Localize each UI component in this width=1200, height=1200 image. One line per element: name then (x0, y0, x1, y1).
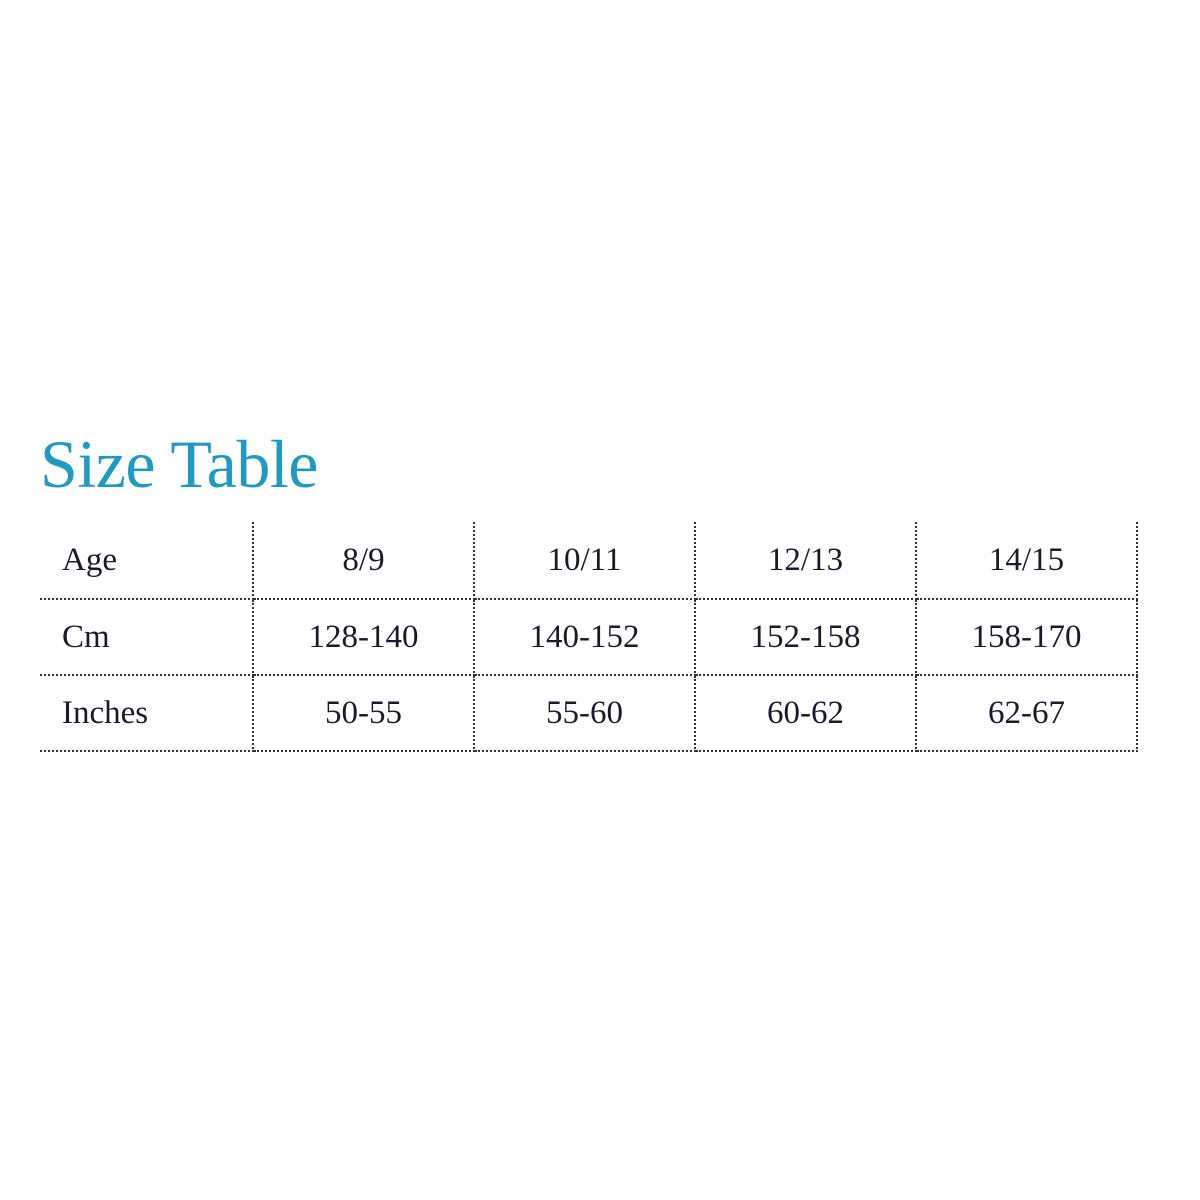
row-label: Inches (40, 675, 254, 752)
table-cell: 10/11 (474, 522, 696, 600)
table-cell: 8/9 (253, 522, 475, 600)
table-cell: 12/13 (695, 522, 917, 600)
table-cell: 50-55 (253, 675, 475, 752)
table-cell: 62-67 (916, 675, 1138, 752)
size-table: Age 8/9 10/11 12/13 14/15 Cm 128-140 140… (40, 522, 1138, 752)
row-label: Age (40, 522, 254, 600)
table-cell: 14/15 (916, 522, 1138, 600)
table-cell: 60-62 (695, 675, 917, 752)
table-cell: 140-152 (474, 599, 696, 676)
table-cell: 152-158 (695, 599, 917, 676)
row-label: Cm (40, 599, 254, 676)
table-row-age: Age 8/9 10/11 12/13 14/15 (40, 522, 1138, 600)
table-row-inches: Inches 50-55 55-60 60-62 62-67 (40, 675, 1138, 752)
page-title: Size Table (40, 426, 318, 502)
table-cell: 128-140 (253, 599, 475, 676)
table-cell: 55-60 (474, 675, 696, 752)
table-cell: 158-170 (916, 599, 1138, 676)
table-row-cm: Cm 128-140 140-152 152-158 158-170 (40, 599, 1138, 676)
